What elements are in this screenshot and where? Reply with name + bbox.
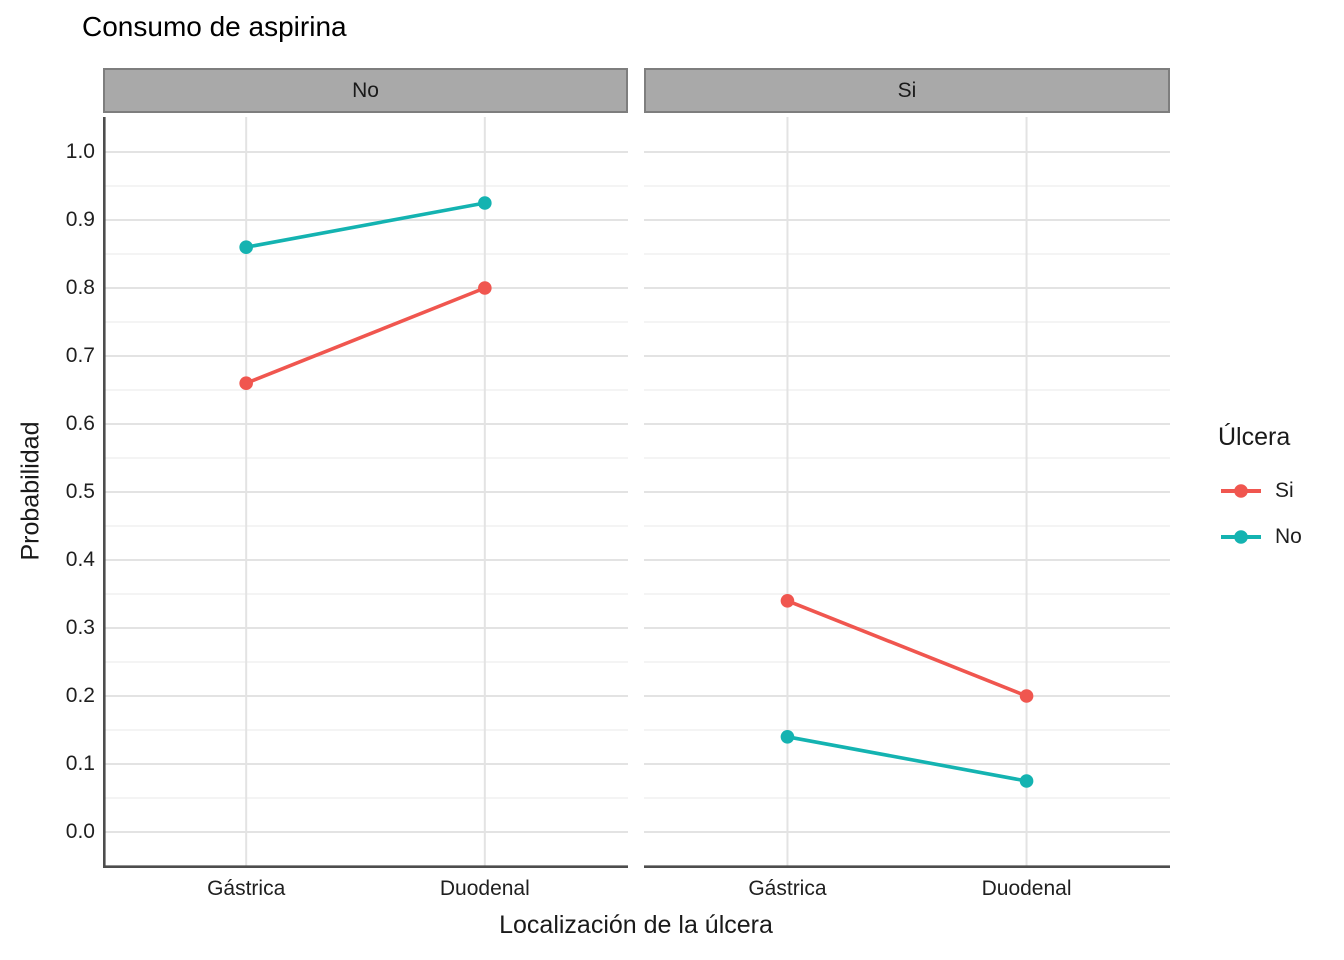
y-tick-label: 0.7 — [65, 344, 95, 367]
x-tick-label: Gástrica — [748, 877, 827, 900]
y-tick-label: 0.2 — [65, 684, 95, 707]
legend-item-label: No — [1275, 525, 1302, 548]
data-point — [1019, 689, 1034, 703]
facet-strip-si: Si — [644, 68, 1170, 113]
legend-key-si — [1221, 484, 1261, 498]
legend-key-no — [1221, 530, 1261, 544]
legend-key-point — [1234, 484, 1248, 498]
y-tick-label: 1.0 — [65, 140, 95, 163]
series-line-si — [245, 286, 486, 385]
y-tick-label: 0.6 — [65, 412, 95, 435]
data-point — [478, 281, 492, 295]
legend-key-point — [1234, 530, 1248, 544]
y-tick-label: 0.0 — [65, 820, 95, 843]
data-point — [780, 730, 795, 744]
facet-strip-no: No — [103, 68, 628, 113]
x-tick-label: Duodenal — [439, 877, 530, 900]
data-point — [478, 196, 492, 210]
gridlines — [103, 117, 628, 868]
legend-title: Úlcera — [1218, 423, 1291, 451]
data-point — [1019, 774, 1034, 788]
legend-item-no: No — [1220, 524, 1302, 550]
x-tick-label: Duodenal — [981, 877, 1072, 900]
data-point — [239, 376, 253, 391]
facet-strip-label: No — [352, 78, 379, 102]
y-tick-label: 0.5 — [65, 480, 95, 503]
y-tick-label: 0.1 — [65, 752, 95, 775]
y-tick-label: 0.3 — [65, 616, 95, 639]
data-point — [239, 240, 253, 254]
y-tick-label: 0.9 — [65, 208, 95, 231]
legend-item-si: Si — [1220, 478, 1294, 504]
facet-panel-no — [103, 117, 628, 868]
y-tick-label: 0.8 — [65, 276, 95, 299]
series-line-no — [245, 201, 486, 249]
gridlines — [644, 117, 1170, 868]
data-point — [780, 594, 795, 608]
series-line-si — [786, 599, 1028, 698]
facet-panel-si — [644, 117, 1170, 868]
facet-strip-label: Si — [897, 78, 917, 102]
legend-item-label: Si — [1275, 479, 1294, 502]
plot-title: Consumo de aspirina — [82, 11, 347, 42]
x-tick-label: Gástrica — [207, 877, 286, 900]
y-tick-label: 0.4 — [65, 548, 95, 571]
series-line-no — [787, 735, 1027, 783]
x-axis-title: Localización de la úlcera — [499, 911, 773, 939]
